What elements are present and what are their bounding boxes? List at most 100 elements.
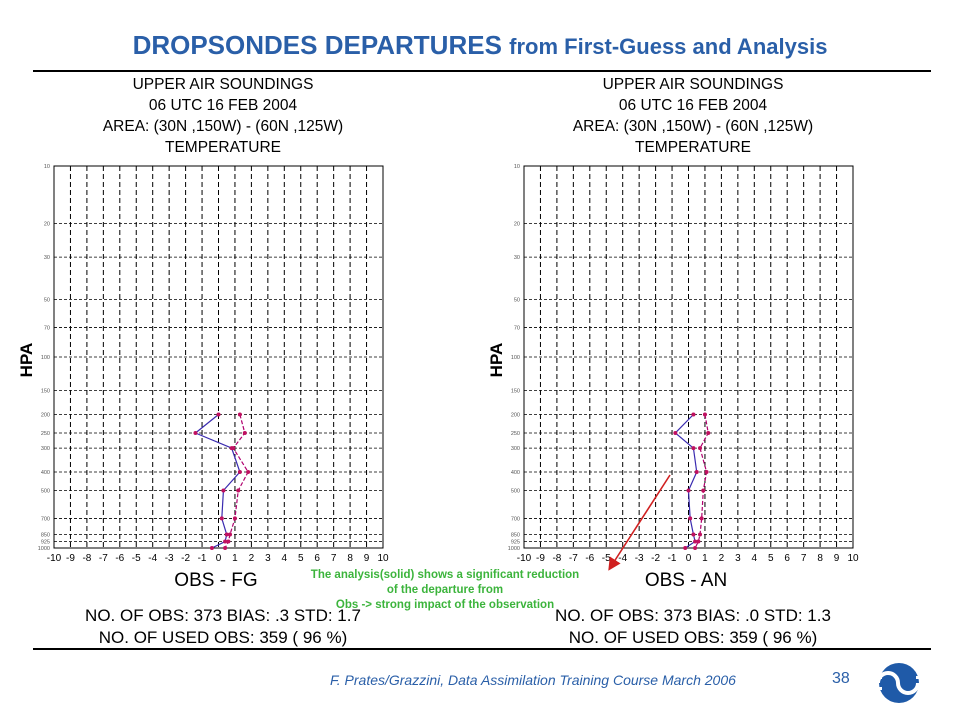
- x-tick-label: 2: [719, 553, 725, 564]
- header-line: AREA: (30N ,150W) - (60N ,125W): [102, 118, 344, 135]
- obs-fg-chart: -10 -9 -8 -7 -6 -5 -4 -3 -2 -1 0 1 2 3 4 5 6 7 8 9 101020305…: [17, 164, 389, 591]
- y-tick-label: 925: [511, 540, 520, 546]
- solid-series-line: [674, 414, 698, 549]
- series-point: [691, 412, 696, 417]
- x-tick-label: 1: [702, 553, 708, 564]
- y-tick-label: 1000: [38, 546, 50, 552]
- series-point: [209, 546, 214, 550]
- y-tick-label: 400: [511, 470, 520, 476]
- title-divider: [33, 70, 931, 72]
- y-tick-label: 250: [41, 431, 50, 437]
- y-tick-label: 10: [514, 164, 520, 170]
- header-line: UPPER AIR SOUNDINGS: [132, 76, 314, 93]
- series-point: [246, 469, 251, 474]
- x-tick-label: -1: [198, 553, 207, 564]
- chart-header: UPPER AIR SOUNDINGS 06 UTC 16 FEB 2004 A…: [8, 74, 438, 158]
- y-tick-label: 70: [44, 325, 50, 331]
- series-point: [702, 412, 707, 417]
- x-tick-label: -8: [82, 553, 91, 564]
- series-point: [701, 488, 706, 493]
- ecmwf-logo-icon: [872, 663, 926, 703]
- y-tick-label: 700: [41, 516, 50, 522]
- series-point: [228, 532, 233, 537]
- stats-used: NO. OF USED OBS: 359 ( 96 %): [98, 628, 348, 647]
- series-point: [237, 412, 242, 417]
- y-axis-label: HPA: [17, 343, 36, 378]
- slide-title-main: DROPSONDES DEPARTURES: [132, 30, 502, 60]
- note-line: Obs -> strong impact of the observation: [335, 599, 555, 611]
- x-tick-label: 3: [735, 553, 741, 564]
- x-tick-label: -7: [569, 553, 578, 564]
- y-tick-label: 20: [44, 221, 50, 227]
- x-axis-label: OBS - FG: [174, 570, 257, 591]
- series-point: [699, 516, 704, 521]
- y-tick-label: 500: [511, 489, 520, 495]
- x-tick-label: 10: [847, 553, 859, 564]
- footer-credit: F. Prates/Grazzini, Data Assimilation Tr…: [330, 672, 736, 688]
- x-tick-label: 2: [249, 553, 255, 564]
- y-axis-label: HPA: [487, 343, 506, 378]
- header-line: UPPER AIR SOUNDINGS: [602, 76, 784, 93]
- x-tick-label: 1: [232, 553, 238, 564]
- x-tick-label: -7: [99, 553, 108, 564]
- header-line: TEMPERATURE: [635, 139, 751, 156]
- x-tick-label: 4: [282, 553, 288, 564]
- dashed-series-line: [694, 414, 709, 549]
- header-line: 06 UTC 16 FEB 2004: [148, 97, 298, 114]
- x-axis-label: OBS - AN: [645, 570, 727, 591]
- x-tick-label: 8: [817, 553, 823, 564]
- y-tick-label: 30: [44, 255, 50, 261]
- x-tick-label: -3: [165, 553, 174, 564]
- x-tick-label: -4: [618, 553, 627, 564]
- x-tick-label: 7: [331, 553, 337, 564]
- y-tick-label: 300: [41, 446, 50, 452]
- series-point: [232, 516, 237, 521]
- series-point: [693, 546, 698, 550]
- series-point: [226, 539, 231, 544]
- y-tick-label: 20: [514, 221, 520, 227]
- series-point: [698, 532, 703, 537]
- series-point: [242, 431, 247, 436]
- chart-header: UPPER AIR SOUNDINGS 06 UTC 16 FEB 2004 A…: [478, 74, 908, 158]
- series-point: [686, 488, 691, 493]
- series-point: [706, 431, 711, 436]
- x-tick-label: -5: [132, 553, 141, 564]
- x-tick-label: 6: [314, 553, 320, 564]
- y-tick-label: 70: [514, 325, 520, 331]
- stats-obs: NO. OF OBS: 373 BIAS: .0 STD: 1.3: [555, 606, 831, 625]
- y-tick-label: 30: [514, 255, 520, 261]
- x-tick-label: -9: [536, 553, 545, 564]
- y-tick-label: 200: [511, 412, 520, 418]
- x-tick-label: -1: [668, 553, 677, 564]
- y-tick-label: 400: [41, 470, 50, 476]
- x-tick-label: 5: [298, 553, 304, 564]
- header-line: TEMPERATURE: [165, 139, 281, 156]
- x-tick-label: -5: [602, 553, 611, 564]
- series-point: [224, 532, 229, 537]
- header-line: 06 UTC 16 FEB 2004: [618, 97, 768, 114]
- series-point: [223, 539, 228, 544]
- header-line: AREA: (30N ,150W) - (60N ,125W): [572, 118, 814, 135]
- series-point: [219, 516, 224, 521]
- x-tick-label: 10: [377, 553, 389, 564]
- x-tick-label: 9: [834, 553, 840, 564]
- y-tick-label: 100: [41, 355, 50, 361]
- y-tick-label: 850: [511, 533, 520, 539]
- x-tick-label: -8: [552, 553, 561, 564]
- series-point: [216, 412, 221, 417]
- series-point: [688, 516, 693, 521]
- x-tick-label: -4: [148, 553, 157, 564]
- slide-title-rest: from First-Guess and Analysis: [509, 34, 828, 59]
- y-tick-label: 700: [511, 516, 520, 522]
- x-tick-label: -2: [181, 553, 190, 564]
- x-tick-label: 8: [347, 553, 353, 564]
- series-point: [683, 546, 688, 550]
- y-tick-label: 850: [41, 533, 50, 539]
- x-tick-label: 7: [801, 553, 807, 564]
- y-tick-label: 50: [44, 298, 50, 304]
- x-tick-label: 3: [265, 553, 271, 564]
- x-tick-label: -6: [115, 553, 124, 564]
- series-point: [236, 488, 241, 493]
- y-tick-label: 150: [511, 389, 520, 395]
- y-tick-label: 1000: [508, 546, 520, 552]
